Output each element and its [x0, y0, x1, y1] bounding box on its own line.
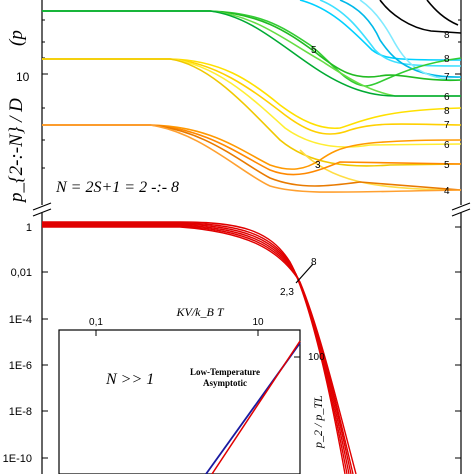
- curve-n4-orange-2: [42, 124, 462, 176]
- curve-n5-yellow-2: [42, 58, 462, 135]
- inset: 0,1 10 KV/k_B T 100 p_2 / p_TL N >> 1 Lo…: [58, 305, 325, 474]
- right-labels: 8 8 7 6 8 7 6 5 4: [444, 30, 450, 197]
- right-label: 5: [444, 160, 450, 171]
- right-label: 8: [444, 30, 450, 41]
- axis-break-right: [451, 202, 471, 217]
- right-label: 8: [444, 54, 450, 65]
- curve-label-3: 3: [315, 160, 321, 171]
- right-label: 7: [444, 120, 450, 131]
- axis-break-left: [32, 202, 52, 217]
- upper-ticks: [42, 19, 461, 169]
- curve-n5-yellow-3: [42, 58, 462, 148]
- inset-asym-text-2: Asymptotic: [203, 378, 247, 388]
- curve-n6-green-2: [42, 10, 462, 82]
- ytick-10: 10: [16, 70, 30, 84]
- curve-label-5: 5: [311, 45, 317, 56]
- curve-n5-yellow-1: [42, 58, 462, 130]
- upper-curves: [42, 0, 462, 193]
- curve-n7-cyan-2: [319, 0, 462, 67]
- curve-label-8: 8: [311, 257, 317, 268]
- lower-curves: [42, 221, 357, 474]
- ytick-lower: 1: [26, 222, 32, 234]
- curve-n5-yellow-4: [42, 58, 462, 167]
- right-label: 8: [444, 106, 450, 117]
- inset-N-text: N >> 1: [105, 371, 154, 388]
- inset-xtick: 10: [252, 317, 264, 328]
- curve-n6-green-1: [42, 10, 462, 87]
- right-label: 7: [444, 72, 450, 83]
- right-label: 6: [444, 92, 450, 103]
- curve-n7-cyan-1: [299, 0, 462, 61]
- ytick-lower: 1E-6: [9, 360, 32, 372]
- inset-ytick: 100: [308, 352, 325, 363]
- ytick-lower: 1E-8: [9, 406, 32, 418]
- curve-n6-green-4: [42, 10, 461, 97]
- ytick-lower: 0,01: [11, 267, 32, 279]
- upper-ylabel-paren: (p: [6, 30, 27, 46]
- red-curve: [42, 226, 357, 474]
- ytick-lower: 1E-4: [9, 314, 32, 326]
- inset-ylabel: p_2 / p_TL: [311, 395, 325, 449]
- curve-n4-orange-4: [42, 124, 462, 193]
- curve-n4-orange-3: [42, 124, 462, 191]
- formula-text: N = 2S+1 = 2 -:- 8: [55, 179, 179, 196]
- inset-xlabel: KV/k_B T: [176, 305, 225, 319]
- curve-n5-yellow-5: [299, 149, 462, 191]
- curve-n6-green-3: [42, 10, 461, 97]
- curve-n8-black-2: [426, 0, 459, 26]
- right-label: 6: [444, 140, 450, 151]
- curve-n7-cyan-4: [359, 0, 462, 81]
- ytick-lower: 1E-10: [3, 453, 32, 465]
- right-label: 4: [444, 186, 450, 197]
- inset-frame: [58, 329, 301, 474]
- inset-xtick: 0,1: [89, 317, 103, 328]
- curve-marker-line: [295, 263, 314, 284]
- curve-n8-black: [379, 0, 462, 34]
- inset-red-line: [211, 340, 301, 474]
- curve-n4-orange-1: [42, 124, 462, 170]
- upper-ylabel: p_{2-:-N} / D: [6, 98, 27, 204]
- inset-asym-text-1: Low-Temperature: [190, 367, 260, 377]
- curve-label-23: 2,3: [280, 287, 294, 298]
